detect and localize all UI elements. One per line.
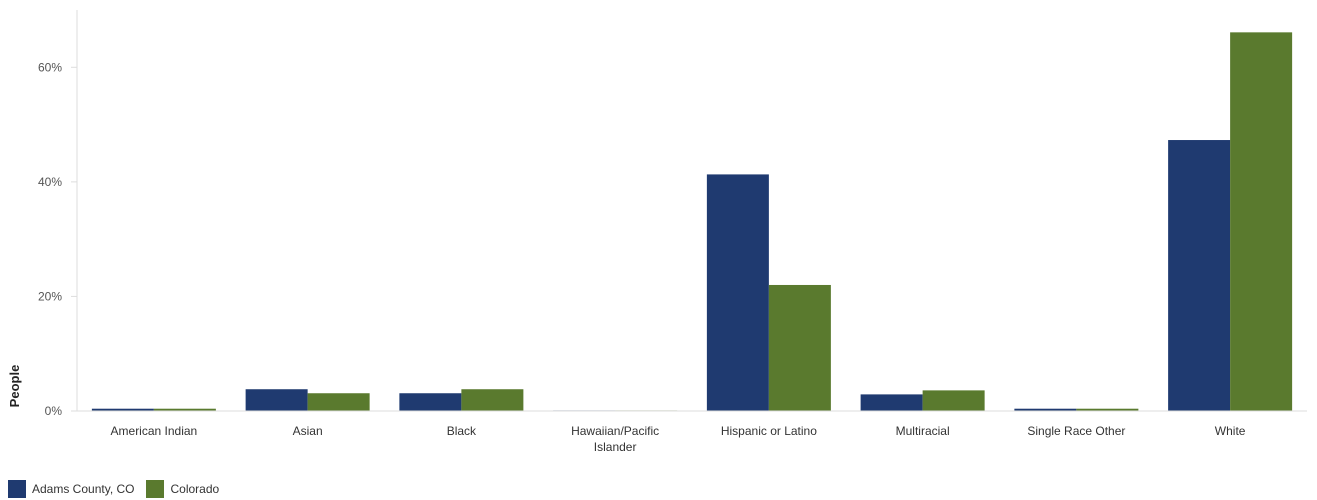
bar-series [91, 32, 1293, 411]
x-tick-label: American Indian [111, 424, 198, 438]
x-tick-label: Single Race Other [1027, 424, 1125, 438]
x-tick-label: Multiracial [896, 424, 950, 438]
bar-series-2-3[interactable] [461, 389, 524, 411]
legend-item-series-1[interactable]: Adams County, CO [8, 480, 134, 498]
bar-series-2-1[interactable] [153, 408, 216, 411]
bar-series-2-8[interactable] [1230, 32, 1293, 411]
legend-item-series-2[interactable]: Colorado [146, 480, 219, 498]
bar-series-2-7[interactable] [1076, 408, 1139, 411]
legend-label-series-1: Adams County, CO [32, 482, 135, 496]
bar-series-2-6[interactable] [922, 390, 985, 411]
legend-swatch-series-1 [8, 480, 26, 498]
bar-chart: 0% 20% 40% 60% American Indian Asian Black Haw… [7, 10, 1307, 454]
bar-series-1-5[interactable] [706, 174, 769, 411]
bar-series-1-2[interactable] [245, 389, 308, 411]
legend-swatch-series-2 [146, 480, 165, 498]
bar-series-1-8[interactable] [1168, 140, 1231, 411]
x-tick-label: White [1215, 424, 1246, 438]
bar-series-2-5[interactable] [768, 284, 831, 411]
x-tick-label: Hispanic or Latino [721, 424, 817, 438]
y-axis-ticks: 0% 20% 40% 60% [38, 60, 77, 418]
x-tick-label: Asian [293, 424, 323, 438]
y-tick-label: 20% [38, 289, 62, 303]
bar-series-1-7[interactable] [1014, 408, 1077, 411]
bar-series-1-1[interactable] [91, 408, 154, 411]
legend-label-series-2: Colorado [170, 482, 220, 496]
x-tick-label: Hawaiian/Pacific Islander [571, 424, 659, 454]
x-tick-label: Black [447, 424, 477, 438]
y-tick-label: 60% [38, 60, 62, 74]
bar-series-2-2[interactable] [307, 393, 370, 411]
bar-series-1-3[interactable] [399, 393, 462, 411]
legend: Adams County, CO Colorado [8, 480, 231, 498]
bar-series-1-6[interactable] [860, 394, 923, 411]
y-tick-label: 0% [45, 404, 63, 418]
y-tick-label: 40% [38, 175, 62, 189]
x-axis-labels: American Indian Asian Black Hawaiian/Pacifi… [111, 424, 1246, 454]
y-axis-title: People [7, 365, 22, 408]
